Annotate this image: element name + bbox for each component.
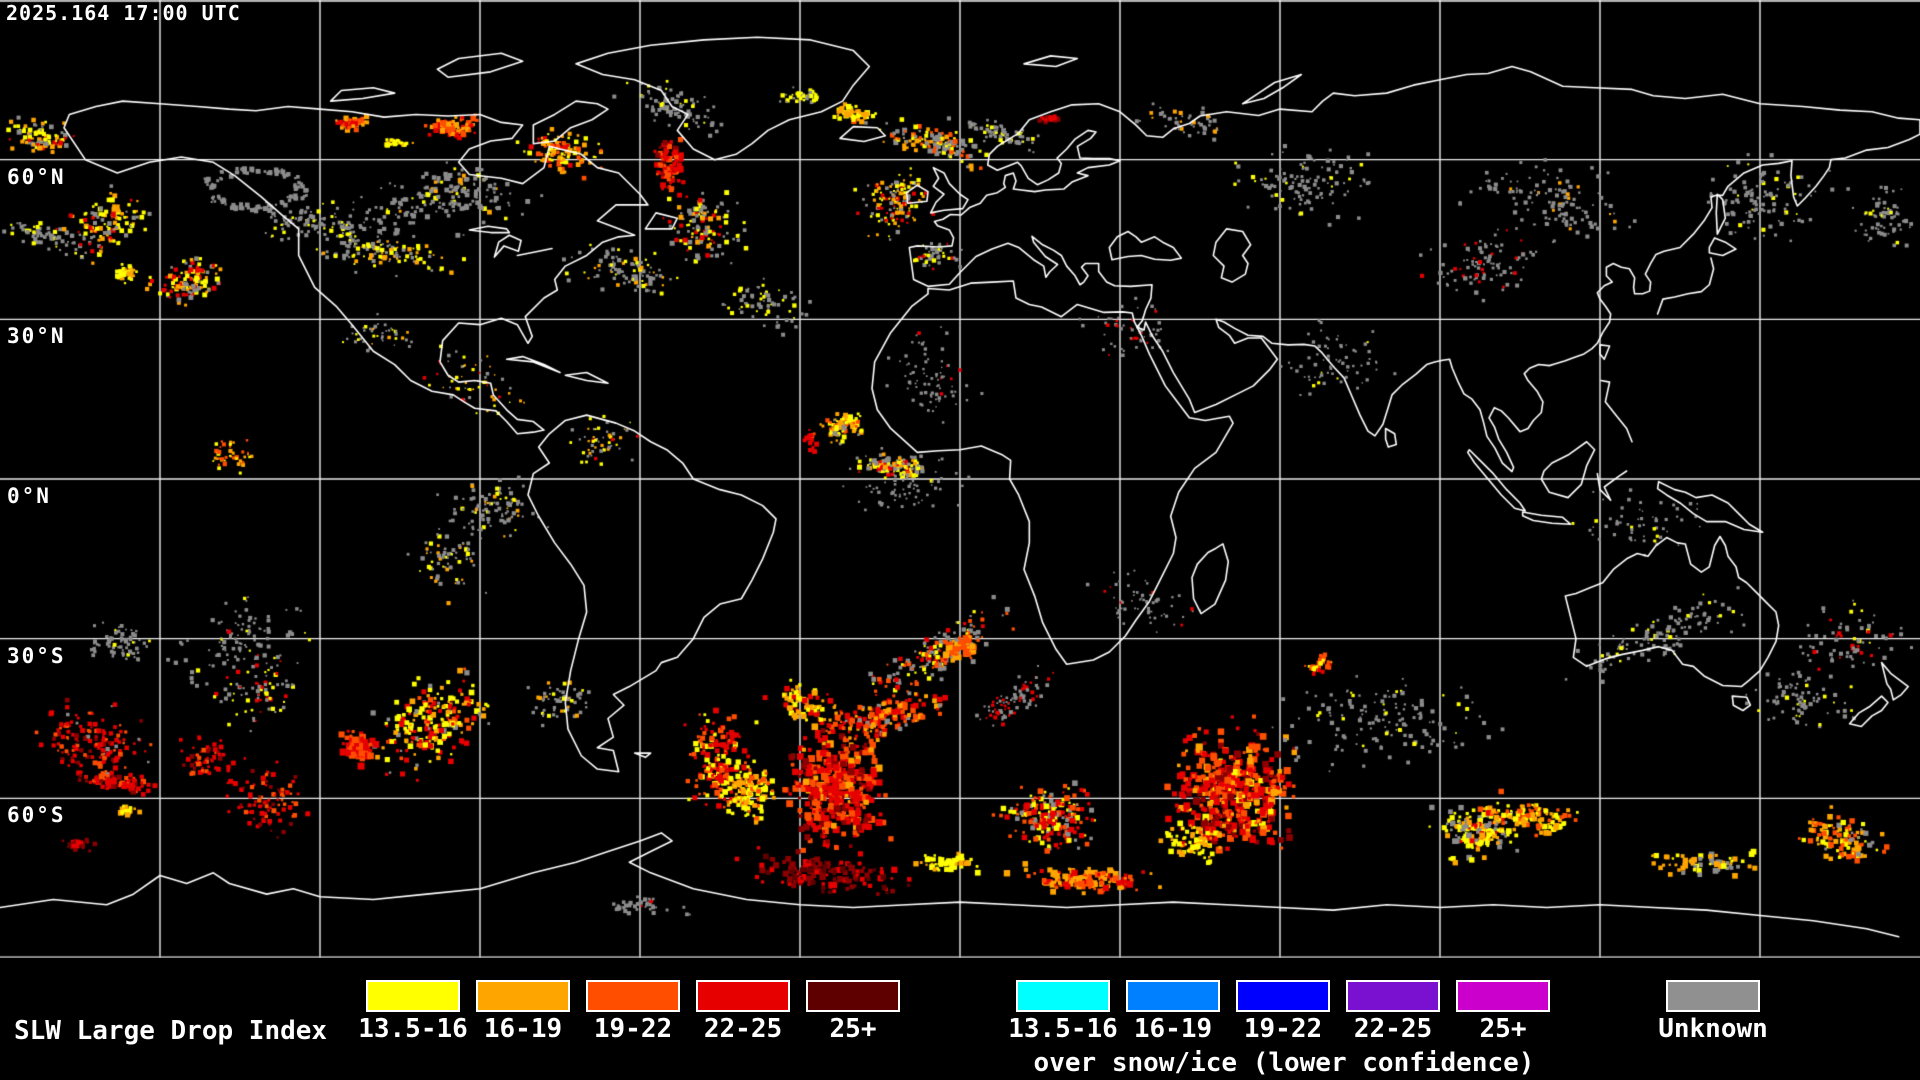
legend-swatch xyxy=(476,980,570,1012)
lat-label-4: 60°S xyxy=(7,803,66,828)
legend-swatch xyxy=(806,980,900,1012)
lat-label-0: 60°N xyxy=(7,164,66,189)
legend-swatch xyxy=(1346,980,1440,1012)
legend-swatch-label: 19-22 xyxy=(593,1014,673,1044)
legend-bar: SLW Large Drop Index 13.5-16 16-19 19-22 22… xyxy=(0,958,1920,1080)
legend-swatch-label: 13.5-16 xyxy=(358,1014,468,1044)
lat-label-1: 30°N xyxy=(7,324,66,349)
world-map-canvas xyxy=(0,0,1920,958)
legend-swatch xyxy=(586,980,680,1012)
legend-swatch xyxy=(1016,980,1110,1012)
legend-swatch-label: 16-19 xyxy=(1133,1014,1213,1044)
legend-swatch-unknown xyxy=(1666,980,1760,1012)
legend-swatch-label: 25+ xyxy=(829,1014,877,1044)
legend-swatch-label: 25+ xyxy=(1479,1014,1527,1044)
legend-swatch xyxy=(366,980,460,1012)
legend-swatch-label: 13.5-16 xyxy=(1008,1014,1118,1044)
legend-swatch-label: 19-22 xyxy=(1243,1014,1323,1044)
legend-swatch-label: 16-19 xyxy=(483,1014,563,1044)
legend-unknown-label: Unknown xyxy=(1658,1014,1768,1044)
legend-swatch-label: 22-25 xyxy=(1353,1014,1433,1044)
legend-swatch xyxy=(1236,980,1330,1012)
legend-subtitle: over snow/ice (lower confidence) xyxy=(1033,1048,1535,1078)
legend-swatch xyxy=(1456,980,1550,1012)
lat-label-3: 30°S xyxy=(7,643,66,668)
legend-swatch xyxy=(1126,980,1220,1012)
legend-swatch xyxy=(696,980,790,1012)
timestamp-label: 2025.164 17:00 UTC xyxy=(6,1,241,25)
legend-swatch-label: 22-25 xyxy=(703,1014,783,1044)
lat-label-2: 0°N xyxy=(7,484,51,508)
legend-title: SLW Large Drop Index xyxy=(14,1016,328,1046)
